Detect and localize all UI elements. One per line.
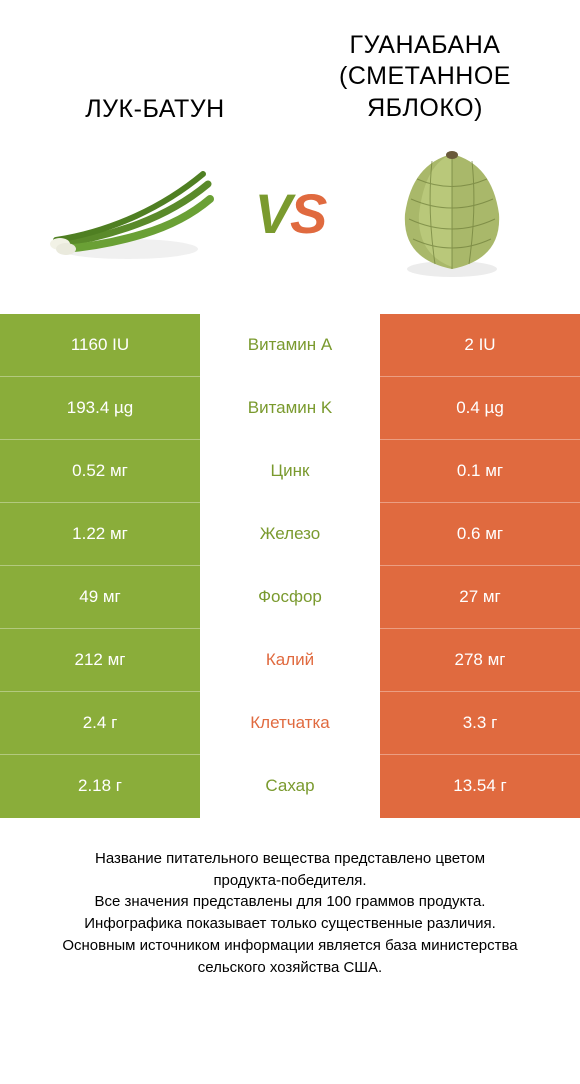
nutrient-label: Витамин A [200,314,380,377]
vs-row: VS [0,134,580,314]
nutrient-label: Клетчатка [200,692,380,755]
footnote-line: продукта-победителя. [213,872,366,889]
table-row: 1160 IUВитамин A2 IU [0,314,580,377]
vs-v: V [255,182,290,245]
table-row: 193.4 µgВитамин K0.4 µg [0,377,580,440]
footnote: Название питательного вещества представл… [0,818,580,999]
nutrient-label: Фосфор [200,566,380,629]
right-value: 0.6 мг [380,503,580,566]
nutrient-label: Сахар [200,755,380,818]
table-row: 49 мгФосфор27 мг [0,566,580,629]
nutrient-label: Витамин K [200,377,380,440]
nutrient-label: Цинк [200,440,380,503]
footnote-line: сельского хозяйства США. [198,959,382,976]
scallion-image [38,144,218,284]
left-value: 0.52 мг [0,440,200,503]
right-title-line2: (СМЕТАННОЕ [339,62,511,90]
footnote-line: Инфографика показывает только существенн… [84,915,496,932]
right-food-title: ГУАНАБАНА (СМЕТАННОЕ ЯБЛОКО) [290,30,560,124]
left-food-title: ЛУК-БАТУН [20,95,290,124]
right-title-line3: ЯБЛОКО) [367,94,483,122]
left-value: 1.22 мг [0,503,200,566]
table-row: 2.18 гСахар13.54 г [0,755,580,818]
right-value: 27 мг [380,566,580,629]
table-row: 0.52 мгЦинк0.1 мг [0,440,580,503]
table-row: 1.22 мгЖелезо0.6 мг [0,503,580,566]
nutrient-label: Калий [200,629,380,692]
right-value: 2 IU [380,314,580,377]
footnote-line: Основным источником информации является … [62,937,517,954]
left-value: 49 мг [0,566,200,629]
header: ЛУК-БАТУН ГУАНАБАНА (СМЕТАННОЕ ЯБЛОКО) [0,0,580,134]
vs-s: S [290,182,325,245]
right-title-line1: ГУАНАБАНА [350,31,501,59]
right-value: 3.3 г [380,692,580,755]
right-value: 0.4 µg [380,377,580,440]
right-value: 13.54 г [380,755,580,818]
left-value: 2.18 г [0,755,200,818]
vs-label: VS [255,181,326,246]
right-value: 0.1 мг [380,440,580,503]
right-value: 278 мг [380,629,580,692]
left-value: 1160 IU [0,314,200,377]
soursop-image [362,144,542,284]
table-row: 2.4 гКлетчатка3.3 г [0,692,580,755]
left-value: 193.4 µg [0,377,200,440]
table-row: 212 мгКалий278 мг [0,629,580,692]
comparison-table: 1160 IUВитамин A2 IU193.4 µgВитамин K0.4… [0,314,580,818]
footnote-line: Все значения представлены для 100 граммо… [95,893,486,910]
left-value: 212 мг [0,629,200,692]
nutrient-label: Железо [200,503,380,566]
footnote-line: Название питательного вещества представл… [95,850,485,867]
left-value: 2.4 г [0,692,200,755]
